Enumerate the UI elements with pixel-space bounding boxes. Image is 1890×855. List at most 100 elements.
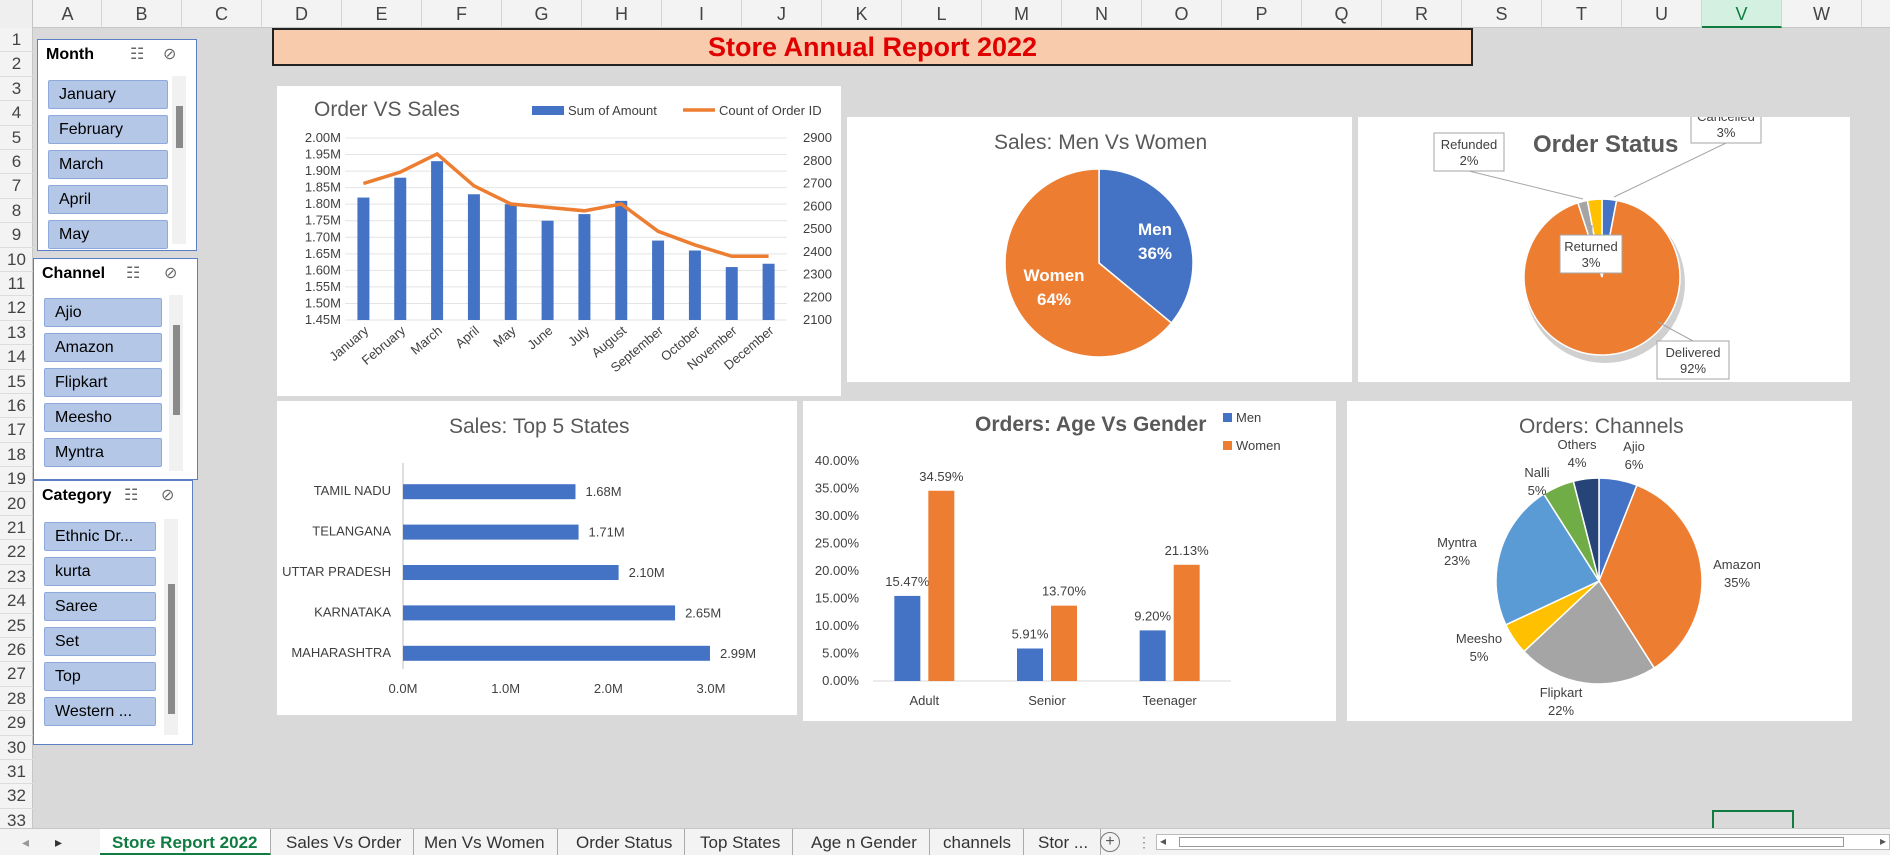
row-header-7[interactable]: 7 [0, 174, 33, 199]
clear-filter-icon[interactable]: ⊘ [163, 46, 177, 63]
column-header-f[interactable]: F [422, 0, 502, 28]
row-header-18[interactable]: 18 [0, 443, 33, 468]
row-header-19[interactable]: 19 [0, 467, 33, 492]
select-all-corner[interactable] [0, 0, 33, 28]
sheet-tab-store-report-2022[interactable]: Store Report 2022 [100, 829, 271, 855]
tab-scroll-right-icon[interactable]: ▸ [55, 834, 63, 850]
sheet-tab-men-vs-women[interactable]: Men Vs Women [412, 829, 558, 855]
row-header-26[interactable]: 26 [0, 638, 33, 663]
column-header-n[interactable]: N [1062, 0, 1142, 28]
multi-select-icon[interactable]: ☷ [124, 487, 139, 504]
row-header-32[interactable]: 32 [0, 784, 33, 809]
column-header-e[interactable]: E [342, 0, 422, 28]
row-header-30[interactable]: 30 [0, 736, 33, 760]
row-header-23[interactable]: 23 [0, 565, 33, 590]
clear-filter-icon[interactable]: ⊘ [161, 487, 175, 504]
column-header-l[interactable]: L [902, 0, 982, 28]
row-header-29[interactable]: 29 [0, 711, 33, 736]
slicer-item-january[interactable]: January [48, 80, 168, 109]
row-header-5[interactable]: 5 [0, 126, 33, 150]
column-header-s[interactable]: S [1462, 0, 1542, 28]
row-header-21[interactable]: 21 [0, 516, 33, 541]
column-header-w[interactable]: W [1782, 0, 1862, 28]
slicer-item-saree[interactable]: Saree [44, 592, 156, 621]
slicer-item-flipkart[interactable]: Flipkart [44, 368, 162, 397]
column-header-h[interactable]: H [582, 0, 662, 28]
selected-cell[interactable] [1712, 810, 1794, 830]
order-status-chart[interactable]: Order Status Cancelled3%Delivered92%Refu… [1358, 117, 1850, 382]
column-header-k[interactable]: K [822, 0, 902, 28]
top-states-chart[interactable]: Sales: Top 5 States TAMIL NADU 1.68M TELAN… [277, 401, 797, 715]
slicer-item-top[interactable]: Top [44, 662, 156, 691]
row-header-22[interactable]: 22 [0, 540, 33, 565]
row-header-12[interactable]: 12 [0, 296, 33, 321]
row-header-9[interactable]: 9 [0, 223, 33, 248]
multi-select-icon[interactable]: ☷ [126, 265, 141, 282]
clear-filter-icon[interactable]: ⊘ [164, 265, 178, 282]
multi-select-icon[interactable]: ☷ [130, 46, 145, 63]
slicer-item-set[interactable]: Set [44, 627, 156, 656]
slicer-scrollbar[interactable] [169, 295, 183, 471]
slicer-item-amazon[interactable]: Amazon [44, 333, 162, 362]
column-header-c[interactable]: C [182, 0, 262, 28]
column-header-v[interactable]: V [1702, 0, 1782, 28]
slicer-item-meesho[interactable]: Meesho [44, 403, 162, 432]
row-header-10[interactable]: 10 [0, 248, 33, 272]
row-header-8[interactable]: 8 [0, 199, 33, 224]
channels-chart[interactable]: Orders: Channels Ajio 6% Amazon 35% Flipkart… [1347, 401, 1852, 721]
slicer-item-ajio[interactable]: Ajio [44, 298, 162, 327]
scroll-left-icon[interactable]: ◂ [1160, 834, 1167, 848]
age-vs-gender-chart[interactable]: Orders: Age Vs Gender 40.00% 35.00% 30.00%… [803, 401, 1336, 721]
row-header-24[interactable]: 24 [0, 589, 33, 614]
scroll-thumb[interactable] [1179, 837, 1844, 847]
row-header-6[interactable]: 6 [0, 150, 33, 175]
scroll-right-icon[interactable]: ▸ [1879, 834, 1886, 848]
men-vs-women-chart[interactable]: Sales: Men Vs Women Men 36% Women 64% [847, 117, 1352, 382]
column-header-b[interactable]: B [102, 0, 182, 28]
row-header-4[interactable]: 4 [0, 101, 33, 126]
sheet-tab-sales-vs-order[interactable]: Sales Vs Order [274, 829, 415, 855]
row-header-15[interactable]: 15 [0, 370, 33, 394]
channel-slicer[interactable]: Channel ☷ ⊘ Ajio Amazon Flipkart Meesho Mynt… [33, 258, 198, 480]
row-header-16[interactable]: 16 [0, 394, 33, 419]
slicer-item-ethnicdr[interactable]: Ethnic Dr... [44, 522, 156, 551]
slicer-item-may[interactable]: May [48, 220, 168, 249]
row-header-1[interactable]: 1 [0, 28, 33, 53]
slicer-scrollbar[interactable] [172, 76, 186, 244]
order-vs-sales-chart[interactable]: Order VS Sales 2.00M 1.95M 1.90M 1.85M 1.80M… [277, 86, 841, 396]
column-header-i[interactable]: I [662, 0, 742, 28]
column-header-g[interactable]: G [502, 0, 582, 28]
slicer-item-april[interactable]: April [48, 185, 168, 214]
row-header-27[interactable]: 27 [0, 662, 33, 687]
row-header-14[interactable]: 14 [0, 345, 33, 370]
slicer-item-myntra[interactable]: Myntra [44, 438, 162, 467]
row-header-28[interactable]: 28 [0, 687, 33, 712]
column-header-j[interactable]: J [742, 0, 822, 28]
row-header-2[interactable]: 2 [0, 52, 33, 77]
column-header-u[interactable]: U [1622, 0, 1702, 28]
row-header-11[interactable]: 11 [0, 272, 33, 297]
row-header-31[interactable]: 31 [0, 760, 33, 785]
column-header-r[interactable]: R [1382, 0, 1462, 28]
month-slicer[interactable]: Month ☷ ⊘ January February March April May [37, 39, 197, 251]
slicer-item-kurta[interactable]: kurta [44, 557, 156, 586]
column-header-m[interactable]: M [982, 0, 1062, 28]
add-sheet-icon[interactable]: + [1100, 832, 1120, 852]
row-header-20[interactable]: 20 [0, 492, 33, 516]
row-header-17[interactable]: 17 [0, 418, 33, 443]
horizontal-scrollbar[interactable]: ◂ ▸ [1156, 834, 1890, 850]
column-header-o[interactable]: O [1142, 0, 1222, 28]
more-options-icon[interactable]: ⋮ [1137, 834, 1151, 850]
slicer-item-western[interactable]: Western ... [44, 697, 156, 726]
column-header-q[interactable]: Q [1302, 0, 1382, 28]
slicer-item-february[interactable]: February [48, 115, 168, 144]
sheet-tab-stor-[interactable]: Stor ... [1026, 829, 1102, 855]
sheet-tab-order-status[interactable]: Order Status [564, 829, 686, 855]
column-header-p[interactable]: P [1222, 0, 1302, 28]
slicer-item-march[interactable]: March [48, 150, 168, 179]
category-slicer[interactable]: Category ☷ ⊘ Ethnic Dr... kurta Saree Set To… [33, 480, 193, 745]
row-header-25[interactable]: 25 [0, 614, 33, 638]
row-header-3[interactable]: 3 [0, 77, 33, 102]
column-header-t[interactable]: T [1542, 0, 1622, 28]
column-header-a[interactable]: A [34, 0, 102, 28]
